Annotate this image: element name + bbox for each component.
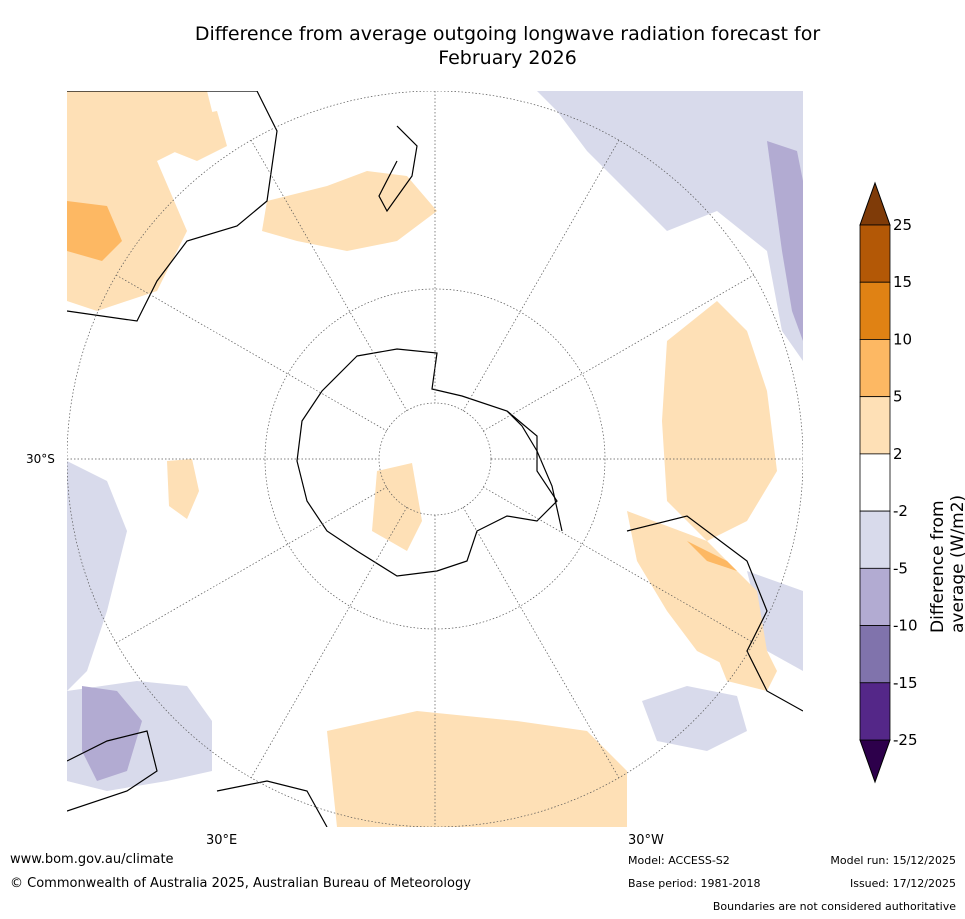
longitude-label-30e: 30°E [206,833,238,848]
positive-anomaly-regions [67,91,777,827]
anomaly-neg-2-5-ne [537,91,803,361]
colorbar-tick-label: 25 [893,216,912,234]
anomaly-pos-2-5-south-pacific [662,301,777,541]
antarctic-peninsula-coastline [506,410,563,532]
colorbar-bin [859,224,891,283]
footer-issued: Issued: 17/12/2025 [849,877,956,890]
new-zealand-coastline [378,125,418,213]
anomaly-pos-2-5-antarctic-east [372,463,422,551]
footer-model-run: Model run: 15/12/2025 [830,854,956,867]
meridian-line-9 [115,274,388,432]
southern-africa-coastline [216,780,328,827]
colorbar-bin [859,625,891,684]
title-line-1: Difference from average outgoing longwav… [194,23,821,45]
colorbar-bin [859,682,891,741]
colorbar-tick-label: 2 [893,445,903,463]
colorbar-bin [859,567,891,626]
colorbar-tick-label: -25 [893,731,918,749]
colorbar-bin [859,339,891,398]
footer-website: www.bom.gov.au/climate [10,852,174,867]
footer-disclaimer: Boundaries are not considered authoritat… [712,900,956,913]
anomaly-neg-5-10-ne [767,141,803,341]
colorbar-bin [859,281,891,340]
colorbar-tick-label: 5 [893,388,903,406]
anomaly-pos-2-5-south-atlantic [327,711,627,827]
footer-copyright: © Commonwealth of Australia 2025, Austra… [10,876,471,891]
colorbar-tick-label: -10 [893,617,918,635]
anomaly-neg-2-5-se [642,686,747,751]
anomaly-neg-5-10-sw [82,686,142,781]
polar-map [67,91,803,827]
antarctica-coastline [296,348,558,577]
colorbar-top-arrow [859,181,891,226]
latitude-label-30s: 30°S [26,452,55,466]
colorbar-tick-label: -5 [893,559,908,577]
chart-title: Difference from average outgoing longwav… [90,22,925,70]
colorbar: 25 15 10 5 2 -2 -5 -10 -15 -25 [855,180,965,790]
anomaly-pos-2-5-indian-ocean [167,459,199,519]
anomaly-pos-5-10-andes [687,541,737,571]
colorbar-tick-label: -15 [893,674,918,692]
negative-anomaly-regions [67,91,803,791]
anomaly-pos-5-10-australia [67,201,122,261]
latitude-circle-60s [264,288,606,630]
meridian-line-7 [462,139,620,412]
footer-model: Model: ACCESS-S2 [628,854,730,867]
anomaly-neg-2-5-w [67,461,127,691]
anomaly-pos-2-5-nz [262,171,437,251]
footer-base-period: Base period: 1981-2018 [628,877,761,890]
colorbar-bottom-arrow [859,739,891,784]
title-line-2: February 2026 [438,47,577,69]
colorbar-bin [859,510,891,569]
colorbar-tick-label: -2 [893,502,908,520]
colorbar-tick-label: 15 [893,273,912,291]
colorbar-bins [859,224,891,741]
coastlines [67,91,803,827]
graticule [67,91,803,827]
colorbar-bin [859,396,891,455]
longitude-label-30w: 30°W [628,833,664,848]
south-america-coastline [626,515,803,712]
anomaly-pos-2-5-ross-sea [167,111,227,161]
meridian-line-11 [115,486,388,644]
colorbar-tick-label: 10 [893,330,912,348]
colorbar-title: Difference from average (W/m2) [928,494,965,633]
australia-coastline [67,91,278,322]
colorbar-bin [859,453,891,512]
colorbar-ticks: 25 15 10 5 2 -2 -5 -10 -15 -25 [893,216,918,749]
africa-coastline [67,730,158,812]
